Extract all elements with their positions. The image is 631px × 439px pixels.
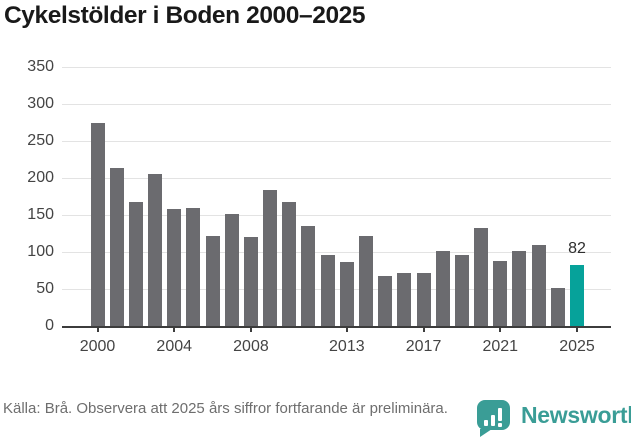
bar-highlight-2025 — [570, 265, 584, 326]
y-axis-label: 100 — [27, 243, 54, 260]
logo-text: Newsworthy — [521, 401, 631, 428]
bar-2023 — [531, 244, 546, 326]
y-axis-label: 0 — [45, 317, 54, 334]
tick-mark-2000 — [96, 326, 99, 332]
bar-2010 — [282, 201, 297, 326]
bar-2009 — [263, 189, 278, 326]
source-note: Källa: Brå. Observera att 2025 års siffr… — [3, 400, 448, 417]
tick-mark-2004 — [173, 326, 176, 332]
bar-2024 — [550, 288, 565, 326]
gridline-y100 — [62, 251, 611, 253]
gridline-y200 — [62, 177, 611, 179]
bar-2003 — [148, 174, 163, 326]
bar-2020 — [474, 227, 489, 326]
x-axis-label: 2004 — [156, 338, 193, 355]
bar-2016 — [397, 272, 412, 326]
bar-2021 — [493, 260, 508, 326]
y-axis-label: 350 — [27, 58, 54, 75]
gridline-y50 — [62, 288, 611, 290]
bar-2014 — [359, 235, 374, 326]
bar-2000 — [90, 122, 105, 326]
value-annotation: 82 — [568, 240, 586, 258]
newsworthy-logo[interactable]: Newsworthy — [477, 400, 631, 437]
plot-area: 0 50 100 150 200 250 300 350 82 2000 2004 2008 2013 2… — [27, 58, 611, 355]
tick-mark-2017 — [422, 326, 425, 332]
bar-2022 — [512, 251, 527, 326]
y-axis-label: 300 — [27, 95, 54, 112]
gridline-y350 — [62, 66, 611, 68]
bar-2008 — [243, 237, 258, 326]
x-axis-label: 2025 — [559, 338, 595, 355]
bar-2005 — [186, 208, 201, 326]
gridline-y300 — [62, 103, 611, 105]
bar-2017 — [416, 273, 431, 326]
x-axis-label: 2013 — [329, 338, 365, 355]
bar-chart-speech-bubble-icon — [477, 400, 510, 437]
x-axis-label: 2017 — [405, 338, 442, 355]
bar-2004 — [167, 209, 182, 326]
bar-2019 — [454, 254, 469, 326]
x-axis-label: 2008 — [233, 338, 269, 355]
gridline-y150 — [62, 214, 611, 216]
bar-2013 — [339, 262, 354, 326]
bar-2011 — [301, 226, 316, 326]
tick-mark-2013 — [345, 326, 348, 332]
bar-2001 — [109, 167, 124, 326]
gridline-y250 — [62, 140, 611, 142]
bar-2018 — [435, 251, 450, 326]
tick-mark-2025 — [576, 326, 578, 332]
y-axis-label: 200 — [27, 169, 54, 186]
tick-mark-2008 — [249, 326, 252, 332]
bar-2015 — [378, 275, 393, 326]
bar-2007 — [224, 214, 239, 326]
bar-2006 — [205, 235, 220, 326]
x-axis-label: 2021 — [482, 338, 519, 355]
bar-2012 — [320, 254, 335, 326]
speech-bubble-tail — [480, 429, 492, 437]
y-axis-label: 150 — [27, 206, 54, 223]
page-title: Cykelstölder i Boden 2000–2025 — [4, 2, 366, 29]
y-axis-label: 50 — [36, 280, 54, 297]
tick-mark-2021 — [499, 326, 502, 332]
y-axis-label: 250 — [27, 132, 54, 149]
x-axis-label: 2000 — [79, 338, 116, 355]
bar-2002 — [128, 202, 143, 326]
